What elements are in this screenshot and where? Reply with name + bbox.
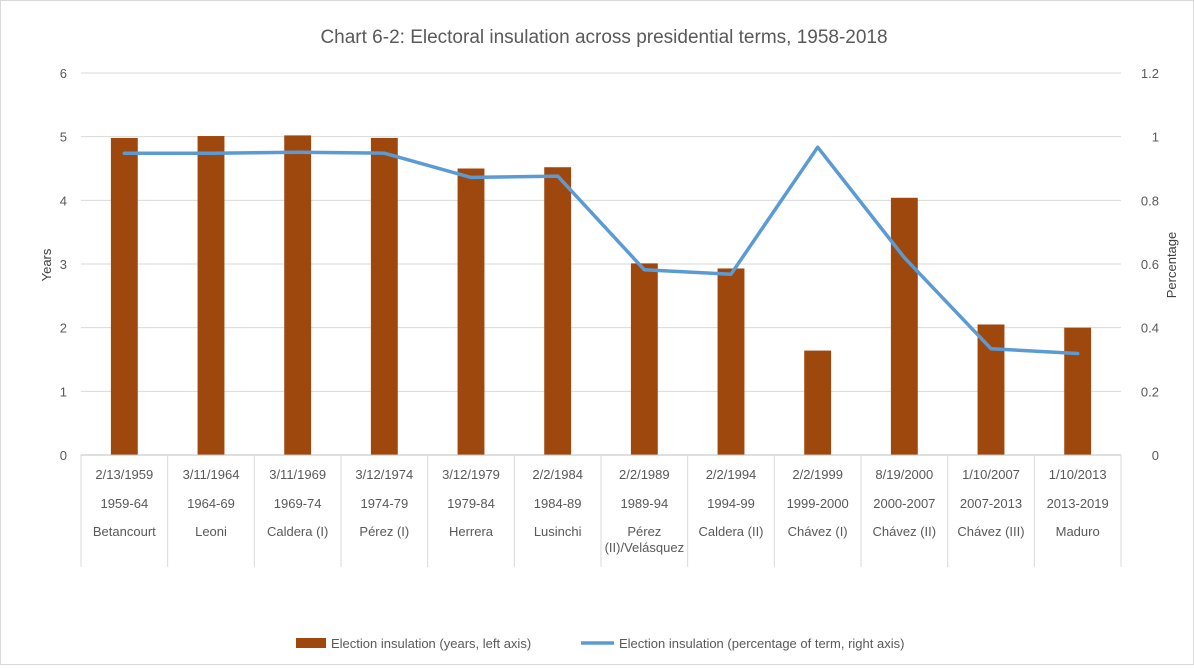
y-right-tick-label: 0.4 — [1141, 321, 1159, 336]
line-series — [122, 145, 1080, 356]
legend-bar-swatch — [296, 638, 326, 648]
category-period-label: 1994-99 — [707, 496, 755, 511]
category-period-label: 1989-94 — [620, 496, 668, 511]
bar — [544, 167, 572, 455]
category-president-label: Leoni — [195, 524, 227, 539]
category-date-label: 8/19/2000 — [875, 467, 933, 482]
bar — [804, 350, 832, 455]
bar — [977, 324, 1005, 455]
bar — [284, 135, 312, 456]
bar — [717, 268, 745, 455]
y-left-tick-label: 0 — [60, 448, 67, 463]
category-period-label: 1964-69 — [187, 496, 235, 511]
category-period-label: 1969-74 — [274, 496, 322, 511]
category-president-label: Betancourt — [93, 524, 156, 539]
bar — [370, 137, 398, 455]
y-right-tick-label: 1 — [1152, 130, 1159, 145]
y-left-tick-label: 5 — [60, 130, 67, 145]
legend-line-label: Election insulation (percentage of term,… — [619, 636, 904, 651]
category-president-label: Pérez (I) — [359, 524, 409, 539]
category-period-label: 1984-89 — [534, 496, 582, 511]
category-president-label: Herrera — [449, 524, 494, 539]
category-date-label: 2/2/1999 — [792, 467, 843, 482]
category-period-label: 2007-2013 — [960, 496, 1022, 511]
category-period-label: 2000-2007 — [873, 496, 935, 511]
axes: 0 0 1 0.2 2 0.4 3 0.6 4 0.8 5 1 6 1.2 — [60, 66, 1159, 463]
category-date-label: 2/2/1994 — [706, 467, 757, 482]
category-period-label: 1974-79 — [360, 496, 408, 511]
y-axis-right-label: Percentage — [1164, 232, 1179, 299]
legend-bar-label: Election insulation (years, left axis) — [331, 636, 531, 651]
y-left-tick-label: 1 — [60, 384, 67, 399]
bar-series — [110, 135, 1092, 456]
category-period-label: 1979-84 — [447, 496, 495, 511]
category-president-label: Maduro — [1056, 524, 1100, 539]
gridlines — [81, 72, 1121, 392]
y-right-tick-label: 0 — [1152, 448, 1159, 463]
bar — [630, 263, 658, 455]
percentage-line — [122, 145, 1080, 356]
y-right-tick-label: 1.2 — [1141, 66, 1159, 81]
category-date-label: 3/11/1969 — [269, 467, 326, 482]
category-date-label: 2/13/1959 — [95, 467, 153, 482]
category-date-label: 2/2/1989 — [619, 467, 670, 482]
category-president-label: Chávez (III) — [957, 524, 1024, 539]
category-president-label: Pérez — [627, 524, 661, 539]
bar — [890, 197, 918, 455]
category-president-label: Lusinchi — [534, 524, 582, 539]
category-period-label: 2013-2019 — [1047, 496, 1109, 511]
y-left-tick-label: 4 — [60, 193, 67, 208]
category-president-label: (II)/Velásquez — [605, 540, 685, 555]
bar — [1064, 327, 1092, 455]
y-right-tick-label: 0.6 — [1141, 257, 1159, 272]
category-date-label: 2/2/1984 — [532, 467, 583, 482]
category-date-label: 3/12/1974 — [355, 467, 413, 482]
category-date-label: 1/10/2007 — [962, 467, 1020, 482]
y-axis-left-label: Years — [39, 248, 54, 281]
category-date-label: 3/12/1979 — [442, 467, 500, 482]
bar — [110, 137, 138, 455]
legend: Election insulation (years, left axis) El… — [296, 636, 904, 651]
y-right-tick-label: 0.2 — [1141, 384, 1159, 399]
category-period-label: 1959-64 — [100, 496, 148, 511]
category-date-label: 1/10/2013 — [1049, 467, 1107, 482]
chart-title: Chart 6-2: Electoral insulation across p… — [320, 27, 887, 48]
category-date-label: 3/11/1964 — [183, 467, 240, 482]
y-right-tick-label: 0.8 — [1141, 193, 1159, 208]
category-president-label: Chávez (II) — [873, 524, 937, 539]
category-president-label: Chávez (I) — [788, 524, 848, 539]
category-period-label: 1999-2000 — [787, 496, 849, 511]
y-left-tick-label: 6 — [60, 66, 67, 81]
y-left-tick-label: 3 — [60, 257, 67, 272]
bar — [457, 168, 485, 455]
bar — [197, 136, 225, 455]
category-axis-table: 2/13/1959 1959-64 Betancourt 3/11/1964 1964-… — [80, 454, 1122, 567]
category-president-label: Caldera (I) — [267, 524, 328, 539]
category-president-label: Caldera (II) — [698, 524, 763, 539]
y-left-tick-label: 2 — [60, 321, 67, 336]
